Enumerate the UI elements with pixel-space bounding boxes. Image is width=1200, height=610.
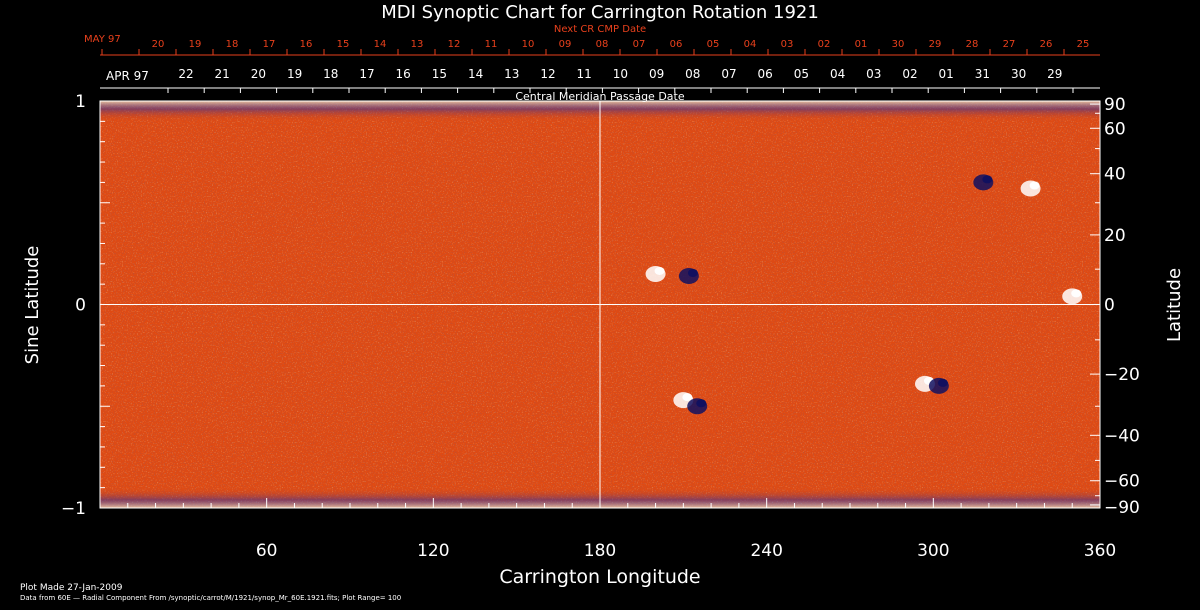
y-right-tick-label: −40	[1104, 426, 1140, 446]
top-date-label: 03	[866, 67, 881, 81]
active-region-core	[982, 175, 993, 184]
next-date-label: 02	[818, 39, 831, 50]
top-date-label: 22	[178, 67, 193, 81]
x-tick-label: 300	[917, 541, 949, 561]
next-date-label: 19	[189, 39, 202, 50]
top-date-label: 12	[540, 67, 555, 81]
active-region-core	[682, 393, 693, 402]
next-date-label: 12	[448, 39, 461, 50]
top-date-label: 16	[396, 67, 411, 81]
next-date-label: 04	[744, 39, 757, 50]
top-date-label: 20	[251, 67, 266, 81]
next-ticks-group	[101, 49, 1065, 55]
next-date-label: 29	[929, 39, 942, 50]
y-right-ticks-group: 90 60 40 20 0 −20 −40 −60 −90	[1090, 95, 1140, 518]
y-left-tick-label: 0	[75, 296, 86, 316]
y-left-tick-label: 1	[75, 92, 86, 112]
x-tick-label: 60	[256, 541, 278, 561]
y-axis-right-label: Latitude	[1164, 268, 1185, 342]
chart-title: MDI Synoptic Chart for Carrington Rotati…	[381, 2, 819, 23]
next-date-label: 17	[263, 39, 276, 50]
x-ticks-group: 60 120 180 240 300 360	[127, 498, 1116, 561]
next-date-label: 10	[522, 39, 535, 50]
next-date-label: 18	[226, 39, 239, 50]
next-date-label: 16	[300, 39, 313, 50]
y-right-tick-label: 20	[1104, 226, 1126, 246]
next-date-label: 25	[1077, 39, 1090, 50]
x-tick-label: 240	[750, 541, 782, 561]
next-date-label: 09	[559, 39, 572, 50]
top-date-label: 13	[504, 67, 519, 81]
x-axis-label: Carrington Longitude	[499, 566, 700, 588]
y-right-tick-label: 0	[1104, 296, 1115, 316]
top-date-label: 07	[721, 67, 736, 81]
top-axis-label: Central Meridian Passage Date	[515, 90, 684, 103]
next-axis-label: Next CR CMP Date	[554, 24, 646, 35]
next-date-label: 11	[485, 39, 498, 50]
x-tick-label: 360	[1084, 541, 1116, 561]
top-date-label: 14	[468, 67, 483, 81]
active-region-core	[937, 378, 948, 387]
next-date-label: 07	[633, 39, 646, 50]
top-date-label: 21	[215, 67, 230, 81]
next-date-label: 26	[1040, 39, 1053, 50]
top-date-label: 05	[794, 67, 809, 81]
next-date-label: 08	[596, 39, 609, 50]
active-region-core	[1029, 181, 1040, 190]
x-tick-label: 120	[417, 541, 449, 561]
plot-made-label: Plot Made 27-Jan-2009	[20, 583, 123, 593]
top-date-label: 11	[577, 67, 592, 81]
top-date-label: 06	[758, 67, 773, 81]
y-right-tick-label: −90	[1104, 498, 1140, 518]
y-left-ticks-group: 1 0 −1	[61, 92, 110, 519]
next-date-label: 27	[1003, 39, 1016, 50]
y-right-tick-label: −20	[1104, 365, 1140, 385]
next-month-label: MAY 97	[84, 34, 121, 45]
top-date-label: 29	[1047, 67, 1062, 81]
y-right-tick-label: 60	[1104, 119, 1126, 139]
top-date-label: 18	[323, 67, 338, 81]
top-date-label: 19	[287, 67, 302, 81]
y-left-tick-label: −1	[61, 499, 86, 519]
active-region-core	[654, 266, 665, 275]
top-dates-group: 22 21 20 19 18 17 16 15 14 13 12 11 10 09 08 07 06 05 04 03…	[178, 67, 1062, 81]
active-region-core	[1071, 289, 1082, 298]
next-date-label: 13	[411, 39, 424, 50]
top-date-label: 04	[830, 67, 845, 81]
next-date-label: 15	[337, 39, 350, 50]
active-region-core	[687, 269, 698, 278]
y-right-tick-label: −60	[1104, 472, 1140, 492]
top-date-label: 31	[975, 67, 990, 81]
top-date-label: 17	[359, 67, 374, 81]
next-date-label: 14	[374, 39, 387, 50]
next-date-label: 20	[152, 39, 165, 50]
active-regions-group	[645, 174, 1083, 415]
x-tick-label: 180	[584, 541, 616, 561]
top-date-label: 15	[432, 67, 447, 81]
next-dates-group: 20 19 18 17 16 15 14 13 12 11 10 09 08 07 06 05 04 03 02 01…	[152, 39, 1090, 50]
top-date-label: 10	[613, 67, 628, 81]
y-right-tick-label: 90	[1104, 95, 1126, 115]
next-date-label: 01	[855, 39, 868, 50]
next-date-label: 03	[781, 39, 794, 50]
top-date-label: 30	[1011, 67, 1026, 81]
data-source-label: Data from 60E — Radial Component From /s…	[20, 594, 401, 602]
top-date-label: 01	[939, 67, 954, 81]
y-right-tick-label: 40	[1104, 165, 1126, 185]
y-axis-left-label: Sine Latitude	[22, 246, 43, 365]
next-date-label: 28	[966, 39, 979, 50]
next-date-label: 30	[892, 39, 905, 50]
top-date-label: 02	[902, 67, 917, 81]
top-date-label: 08	[685, 67, 700, 81]
next-date-label: 06	[670, 39, 683, 50]
top-month-label: APR 97	[106, 69, 149, 83]
next-date-label: 05	[707, 39, 720, 50]
top-date-label: 09	[649, 67, 664, 81]
top-ticks-group	[167, 88, 1074, 93]
active-region-core	[696, 399, 707, 408]
